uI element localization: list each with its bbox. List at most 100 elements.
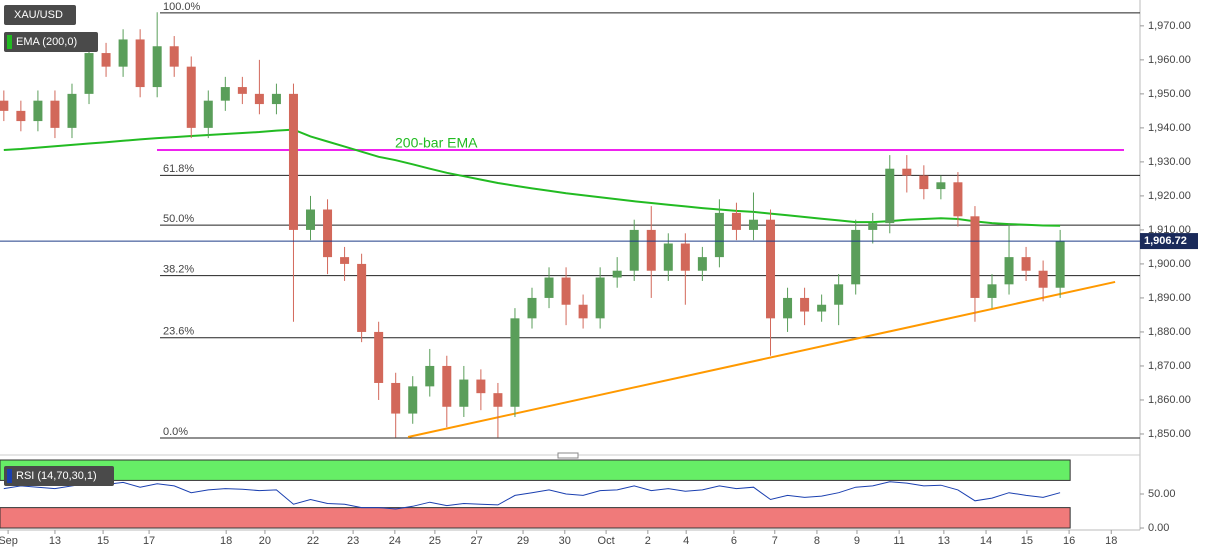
candle-body bbox=[561, 277, 571, 305]
ema-level-label: 200-bar EMA bbox=[395, 135, 478, 151]
candle-body bbox=[680, 243, 690, 271]
rsi-legend-swatch bbox=[7, 469, 12, 483]
x-tick-label: Sep bbox=[0, 535, 18, 547]
x-tick-label: 22 bbox=[307, 535, 319, 547]
candle-body bbox=[220, 87, 230, 101]
x-tick-label: 18 bbox=[1105, 535, 1117, 547]
candle-body bbox=[237, 87, 247, 94]
candle-body bbox=[203, 100, 213, 128]
fib-label: 50.0% bbox=[163, 213, 194, 225]
x-tick-label: 9 bbox=[854, 535, 860, 547]
x-tick-label: 14 bbox=[980, 535, 992, 547]
y-tick-label: 1,930.00 bbox=[1148, 156, 1191, 168]
candle-body bbox=[578, 304, 588, 319]
candle-body bbox=[101, 53, 111, 67]
candle-body bbox=[936, 182, 946, 190]
y-tick-label: 1,860.00 bbox=[1148, 394, 1191, 406]
rsi-lower-band bbox=[0, 507, 1071, 529]
x-tick-label: Oct bbox=[598, 535, 615, 547]
y-tick-label: 1,920.00 bbox=[1148, 190, 1191, 202]
y-tick-label: 1,940.00 bbox=[1148, 122, 1191, 134]
rsi-legend-label: RSI (14,70,30,1) bbox=[16, 470, 97, 482]
candle-body bbox=[118, 39, 128, 67]
fib-label: 61.8% bbox=[163, 163, 194, 175]
divider-handle[interactable] bbox=[557, 452, 579, 459]
candle-body bbox=[902, 168, 912, 176]
candle-body bbox=[459, 379, 469, 407]
candle-body bbox=[851, 229, 861, 285]
candle-body bbox=[612, 270, 622, 278]
candle-body bbox=[186, 66, 196, 128]
x-tick-label: 13 bbox=[49, 535, 61, 547]
ema-legend-box bbox=[4, 32, 98, 52]
y-tick-label: 50.00 bbox=[1148, 488, 1176, 500]
candle-body bbox=[714, 212, 724, 258]
candle-body bbox=[152, 46, 162, 88]
candle-body bbox=[1055, 241, 1065, 288]
y-tick-label: 1,950.00 bbox=[1148, 88, 1191, 100]
candle-body bbox=[646, 229, 656, 271]
candle-body bbox=[271, 93, 281, 105]
x-tick-label: 25 bbox=[429, 535, 441, 547]
candle-body bbox=[1004, 257, 1014, 285]
candle-body bbox=[817, 304, 827, 312]
rsi-line bbox=[3, 481, 1061, 510]
candle-body bbox=[595, 277, 605, 319]
ema-legend-swatch bbox=[7, 35, 12, 49]
candle-body bbox=[408, 386, 418, 414]
candle-body bbox=[288, 93, 298, 230]
candle-body bbox=[425, 365, 435, 387]
y-tick-label: 1,900.00 bbox=[1148, 258, 1191, 270]
symbol-label: XAU/USD bbox=[14, 9, 63, 21]
x-tick-label: 23 bbox=[347, 535, 359, 547]
rsi-upper-band bbox=[0, 459, 1071, 481]
candle-body bbox=[868, 223, 878, 230]
candle-body bbox=[135, 39, 145, 88]
candle-body bbox=[323, 209, 333, 258]
x-tick-label: 18 bbox=[220, 535, 232, 547]
candle-body bbox=[970, 216, 980, 298]
y-tick-label: 1,910.00 bbox=[1148, 224, 1191, 236]
ema-legend-label: EMA (200,0) bbox=[16, 36, 77, 48]
x-tick-label: 30 bbox=[559, 535, 571, 547]
y-tick-label: 1,850.00 bbox=[1148, 428, 1191, 440]
fib-label: 38.2% bbox=[163, 264, 194, 276]
candle-body bbox=[527, 297, 537, 319]
candle-body bbox=[340, 257, 350, 264]
x-tick-label: 27 bbox=[470, 535, 482, 547]
candle-body bbox=[987, 284, 997, 298]
x-tick-label: 13 bbox=[938, 535, 950, 547]
candle-body bbox=[1021, 257, 1031, 271]
candle-body bbox=[885, 168, 895, 224]
candle-body bbox=[748, 219, 758, 230]
x-tick-label: 8 bbox=[814, 535, 820, 547]
candle-body bbox=[50, 100, 60, 128]
candle-body bbox=[306, 209, 316, 230]
candle-body bbox=[544, 277, 554, 298]
trendline bbox=[407, 280, 1116, 439]
candle-body bbox=[697, 257, 707, 271]
candle-body bbox=[663, 243, 673, 271]
y-tick-label: 0.00 bbox=[1148, 522, 1169, 534]
rsi-legend-box bbox=[4, 466, 114, 486]
x-tick-label: 16 bbox=[1063, 535, 1075, 547]
ema-line bbox=[3, 128, 1061, 227]
candle-body bbox=[800, 297, 810, 312]
y-tick-label: 1,880.00 bbox=[1148, 326, 1191, 338]
x-tick-label: 11 bbox=[893, 535, 904, 547]
fib-label: 23.6% bbox=[163, 326, 194, 338]
y-tick-label: 1,960.00 bbox=[1148, 54, 1191, 66]
y-tick-label: 1,970.00 bbox=[1148, 20, 1191, 32]
candle-body bbox=[953, 182, 963, 217]
candle-body bbox=[919, 175, 929, 190]
last-price-box bbox=[1140, 233, 1198, 250]
candle-body bbox=[1038, 270, 1048, 288]
x-tick-label: 15 bbox=[97, 535, 109, 547]
candle-body bbox=[33, 100, 43, 122]
candle-body bbox=[783, 297, 793, 319]
x-tick-label: 29 bbox=[517, 535, 529, 547]
candle-body bbox=[493, 393, 503, 407]
y-tick-label: 1,870.00 bbox=[1148, 360, 1191, 372]
candle-body bbox=[84, 53, 94, 94]
